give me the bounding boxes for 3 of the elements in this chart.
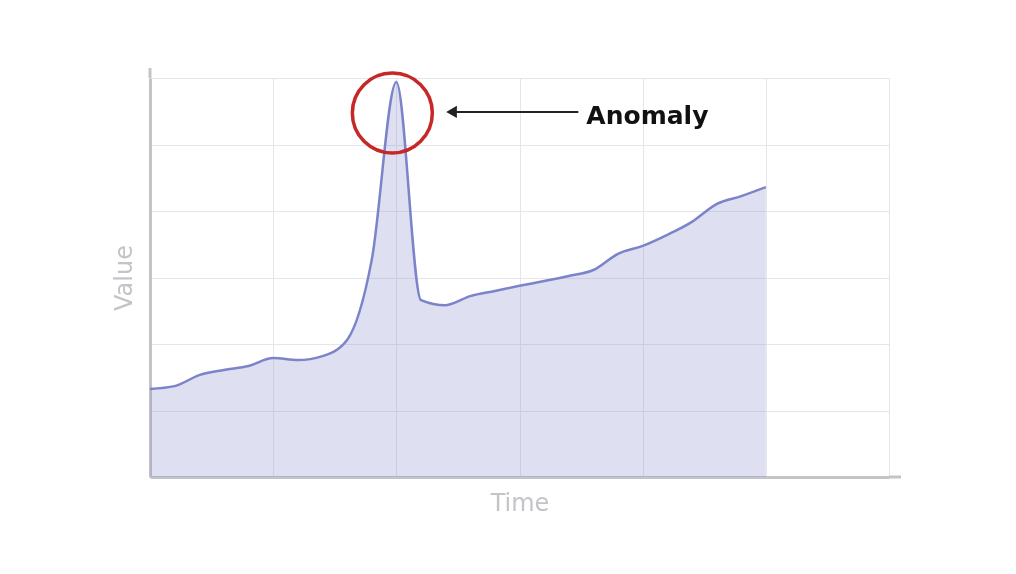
y-axis-title: Value — [109, 245, 138, 311]
x-axis-title: Time — [489, 488, 550, 517]
annotation: Anomaly — [586, 100, 709, 130]
